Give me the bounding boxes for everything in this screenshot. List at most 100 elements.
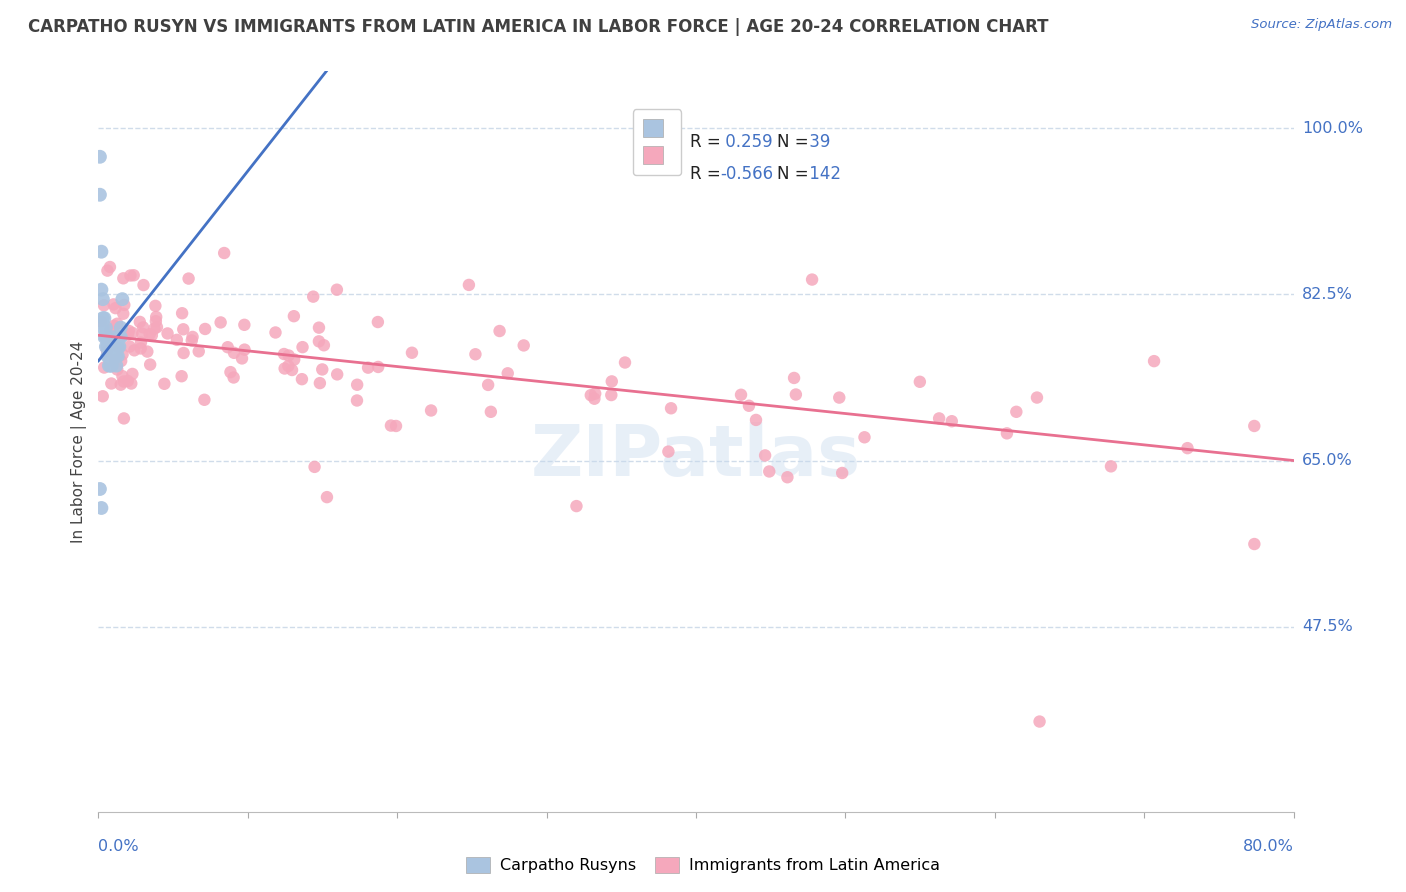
Point [512,338,534,352]
Point [89,482,111,496]
Point [136,344,159,359]
Point [302,290,325,304]
Point [117,327,139,342]
Point [264,326,287,340]
Point [187,344,209,359]
Point [96,340,118,354]
Point [93,311,115,326]
Point [1005,405,1028,419]
Point [928,411,950,425]
Point [311,362,333,376]
Point [600,388,623,402]
Point [583,392,606,406]
Point [273,361,295,376]
Point [346,377,368,392]
Point [101,359,124,373]
Point [107,340,129,354]
Point [326,283,349,297]
Point [105,362,128,376]
Point [107,340,129,354]
Point [111,369,134,384]
Point [745,413,768,427]
Point [281,363,304,377]
Point [153,376,176,391]
Point [111,347,134,361]
Point [488,324,510,338]
Point [104,356,127,370]
Point [103,297,125,311]
Point [277,359,299,373]
Point [565,499,588,513]
Point [177,271,200,285]
Point [1243,537,1265,551]
Y-axis label: In Labor Force | Age 20-24: In Labor Force | Age 20-24 [72,341,87,542]
Point [118,340,141,354]
Point [659,401,682,416]
Point [112,271,135,285]
Point [496,367,519,381]
Point [103,318,125,333]
Point [120,268,142,283]
Point [172,322,194,336]
Point [308,334,330,349]
Point [1143,354,1166,368]
Point [458,277,481,292]
Point [132,320,155,334]
Text: 142: 142 [804,164,841,183]
Point [908,375,931,389]
Point [308,320,330,334]
Point [231,351,253,366]
Point [104,352,127,367]
Point [110,330,132,344]
Point [156,326,179,341]
Point [233,318,256,332]
Point [105,349,128,363]
Text: 82.5%: 82.5% [1302,287,1353,301]
Point [98,340,122,354]
Point [193,392,215,407]
Point [657,444,679,458]
Point [754,449,776,463]
Point [304,459,326,474]
Point [118,324,141,338]
Point [103,330,125,344]
Point [90,244,112,259]
Point [100,376,122,391]
Point [110,377,132,392]
Point [828,391,851,405]
Point [583,386,606,401]
Point [312,338,335,352]
Point [117,374,139,388]
Text: 39: 39 [804,133,830,151]
Text: 0.259: 0.259 [720,133,772,151]
Legend: Carpatho Rusyns, Immigrants from Latin America: Carpatho Rusyns, Immigrants from Latin A… [460,850,946,880]
Point [277,349,299,363]
Point [785,387,807,401]
Text: 65.0%: 65.0% [1302,453,1353,468]
Point [316,490,339,504]
Point [104,340,127,354]
Legend: , : , [633,110,681,175]
Point [89,150,111,164]
Text: ZIPatlas: ZIPatlas [531,422,860,491]
Point [730,388,752,402]
Text: CARPATHO RUSYN VS IMMIGRANTS FROM LATIN AMERICA IN LABOR FORCE | AGE 20-24 CORRE: CARPATHO RUSYN VS IMMIGRANTS FROM LATIN … [28,18,1049,36]
Point [91,389,114,403]
Text: N =: N = [778,164,814,183]
Point [93,298,115,312]
Point [108,330,131,344]
Point [222,370,245,384]
Point [194,322,217,336]
Point [801,272,824,286]
Point [170,369,193,384]
Point [143,322,166,336]
Point [357,360,380,375]
Point [105,359,128,373]
Point [600,375,623,389]
Point [96,263,118,277]
Point [111,292,134,306]
Point [941,414,963,428]
Text: 100.0%: 100.0% [1302,120,1362,136]
Point [101,349,124,363]
Point [233,343,256,357]
